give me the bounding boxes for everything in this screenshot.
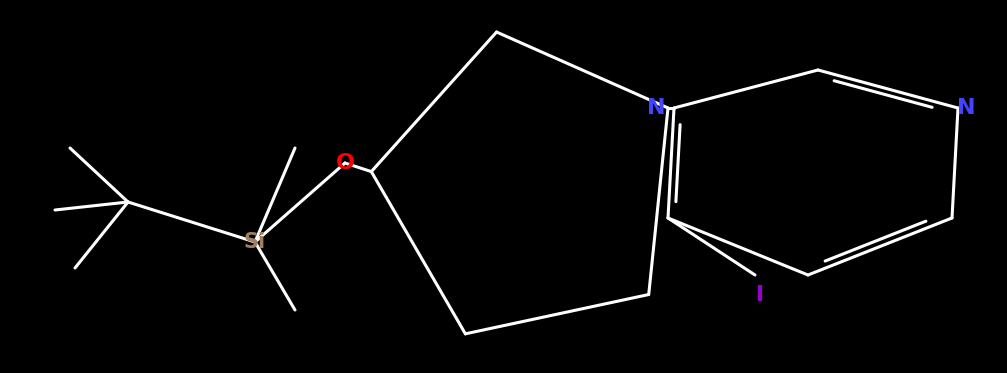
- Text: N: N: [957, 98, 975, 118]
- Text: I: I: [756, 285, 764, 305]
- Text: Si: Si: [244, 232, 266, 252]
- Text: N: N: [646, 98, 666, 118]
- Text: O: O: [335, 153, 354, 173]
